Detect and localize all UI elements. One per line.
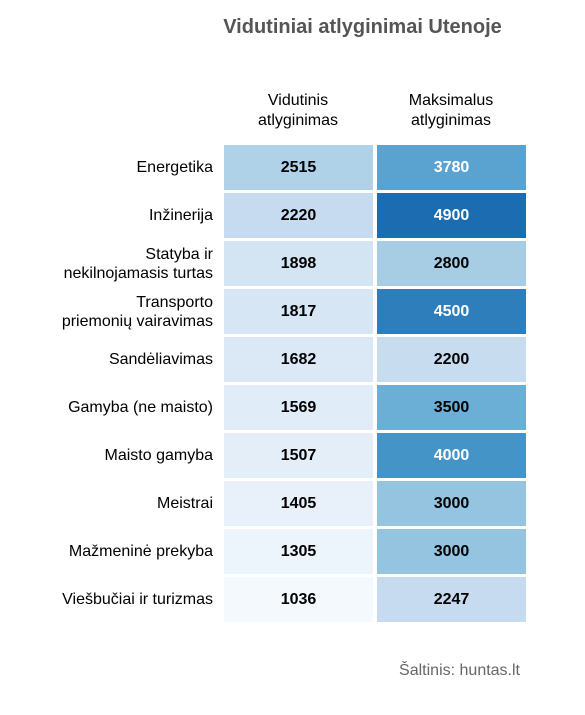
row-label: Mažmeninė prekyba: [68, 543, 213, 560]
row-label: Statyba ir nekilnojamasis turtas: [63, 245, 213, 282]
column-header: Vidutinis atlyginimas: [257, 92, 339, 129]
row-label: Sandėliavimas: [108, 351, 213, 368]
row-label: Energetika: [136, 159, 214, 176]
row-label: Gamyba (ne maisto): [68, 399, 213, 416]
chart-title: Vidutiniai atlyginimai Utenoje: [223, 16, 502, 38]
heatmap-cell: 2247: [377, 577, 526, 622]
row-label: Maisto gamyba: [104, 447, 214, 464]
heatmap-cell: 3000: [377, 481, 526, 526]
heatmap-cell: 2515: [224, 145, 373, 190]
heatmap-cell: 1507: [224, 433, 373, 478]
heatmap-cell: 1817: [224, 289, 373, 334]
heatmap-cell: 2200: [377, 337, 526, 382]
column-header: Maksimalus atlyginimas: [408, 92, 494, 129]
heatmap-cell: 1036: [224, 577, 373, 622]
heatmap-cell: 1898: [224, 241, 373, 286]
heatmap-cell: 1405: [224, 481, 373, 526]
row-label: Viešbučiai ir turizmas: [62, 591, 213, 608]
heatmap-cell: 1305: [224, 529, 373, 574]
heatmap-cell: 2220: [224, 193, 373, 238]
heatmap-cell: 3000: [377, 529, 526, 574]
row-label: Inžinerija: [148, 207, 213, 224]
heatmap-cell: 4500: [377, 289, 526, 334]
heatmap-cell: 2800: [377, 241, 526, 286]
row-label: Transporto priemonių vairavimas: [61, 293, 213, 330]
heatmap-cell: 4900: [377, 193, 526, 238]
heatmap-cell: 4000: [377, 433, 526, 478]
source-note: Šaltinis: huntas.lt: [399, 662, 520, 679]
heatmap-cell: 1682: [224, 337, 373, 382]
row-label: Meistrai: [156, 495, 213, 512]
heatmap-cell: 3780: [377, 145, 526, 190]
heatmap-cell: 3500: [377, 385, 526, 430]
heatmap-cell: 1569: [224, 385, 373, 430]
